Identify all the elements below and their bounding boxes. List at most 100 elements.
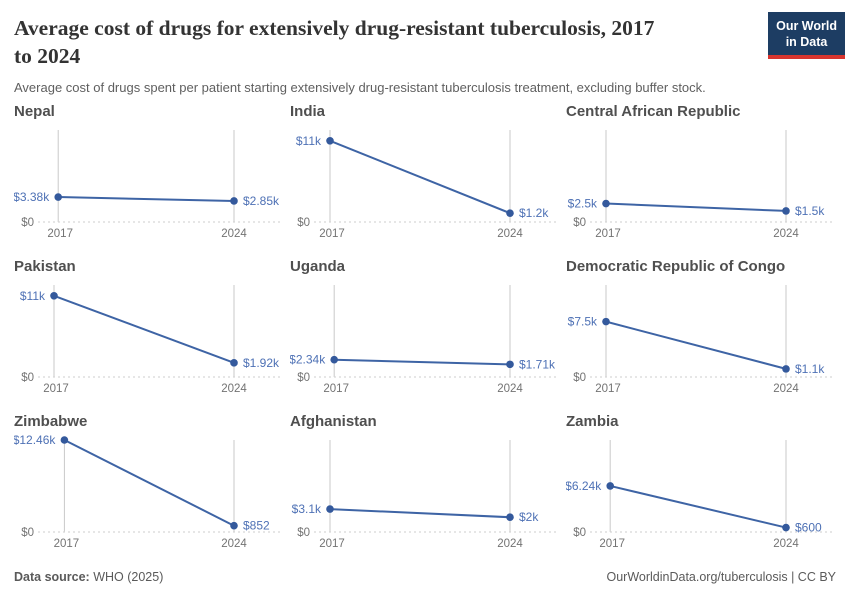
x-tick-2024: 2024 [773, 383, 799, 395]
trend-line [63, 438, 235, 527]
data-source-value: WHO (2025) [89, 570, 164, 584]
trend-line [334, 358, 511, 366]
trend-line [58, 195, 235, 202]
facet-central-african-republic: Central African Republic $0 2017 2024 $2.5k $… [566, 103, 836, 249]
facet-chart: $0 2017 2024 $7.5k $1.1k [568, 284, 832, 395]
facet-title: Central African Republic [566, 102, 741, 120]
facet-title: India [290, 102, 326, 120]
owid-logo[interactable]: Our World in Data [768, 12, 845, 59]
facet-chart: $0 2017 2024 $12.46k $852 [13, 433, 280, 550]
page-title-line2: to 2024 [14, 43, 81, 68]
footer-citation-link[interactable]: OurWorldinData.org/tuberculosis | CC BY [606, 570, 837, 584]
value-label-2024: $1.1k [795, 362, 825, 376]
facet-chart: $0 2017 2024 $3.38k $2.85k [13, 129, 280, 240]
owid-logo-line1: Our World [776, 19, 837, 33]
value-label-2017: $3.1k [292, 502, 322, 516]
header: Average cost of drugs for extensively dr… [0, 0, 850, 95]
x-tick-2017: 2017 [54, 538, 80, 550]
facet-title: Afghanistan [290, 412, 377, 430]
data-point-2024 [782, 523, 790, 532]
value-label-2024: $2.85k [243, 194, 280, 208]
y-zero-label: $0 [297, 527, 310, 539]
trend-line [329, 507, 511, 519]
value-label-2017: $11k [20, 289, 46, 303]
data-point-2024 [230, 197, 238, 205]
facet-title: Zambia [566, 412, 619, 430]
facet-zimbabwe: Zimbabwe $0 2017 2024 $12.46k $852 [13, 412, 284, 559]
x-tick-2024: 2024 [773, 538, 799, 550]
x-tick-2024: 2024 [497, 383, 523, 395]
facet-zambia: Zambia $0 2017 2024 $6.24k $600 [565, 412, 836, 559]
data-point-2017 [602, 317, 610, 326]
owid-logo-line2: in Data [785, 35, 828, 50]
x-tick-2017: 2017 [47, 228, 73, 240]
trend-line [605, 320, 787, 370]
data-source-label: Data source: [14, 570, 90, 584]
value-label-2017: $6.24k [566, 479, 602, 493]
footer: Data source: WHO (2025) OurWorldinData.o… [0, 570, 850, 600]
x-tick-2024: 2024 [773, 228, 799, 240]
y-zero-label: $0 [21, 372, 34, 384]
data-point-2017 [326, 136, 334, 145]
value-label-2024: $600 [795, 520, 822, 534]
data-point-2024 [506, 513, 514, 521]
x-tick-2017: 2017 [43, 383, 69, 395]
data-point-2017 [326, 505, 334, 513]
facet-india: India $0 2017 2024 $11k $1.2k [290, 103, 560, 249]
data-point-2024 [506, 360, 514, 369]
facet-chart: $0 2017 2024 $11k $1.92k [20, 284, 280, 395]
page-subtitle: Average cost of drugs spent per patient … [14, 79, 706, 95]
value-label-2017: $12.46k [14, 433, 56, 447]
facet-nepal: Nepal $0 2017 2024 $3.38k $2.85k [13, 103, 284, 249]
x-tick-2017: 2017 [595, 228, 621, 240]
data-point-2017 [60, 436, 69, 444]
x-tick-2017: 2017 [319, 538, 345, 550]
value-label-2017: $3.38k [14, 190, 50, 204]
facet-title: Democratic Republic of Congo [566, 257, 786, 275]
value-label-2017: $2.5k [568, 196, 598, 210]
y-zero-label: $0 [573, 527, 586, 539]
facet-uganda: Uganda $0 2017 2024 $2.34k $1.71k [289, 257, 560, 404]
y-zero-label: $0 [297, 372, 310, 384]
y-zero-label: $0 [573, 372, 586, 384]
data-point-2024 [506, 209, 514, 217]
facet-grid: Nepal $0 2017 2024 $3.38k $2.85k India $0 2017 20… [0, 103, 850, 559]
data-point-2024 [782, 206, 790, 215]
facet-chart: $0 2017 2024 $3.1k $2k [292, 439, 556, 550]
x-tick-2017: 2017 [599, 538, 625, 550]
facet-title: Zimbabwe [14, 412, 88, 430]
facet-chart: $0 2017 2024 $6.24k $600 [565, 439, 832, 550]
x-tick-2024: 2024 [221, 228, 247, 240]
x-tick-2024: 2024 [221, 383, 247, 395]
value-label-2024: $1.2k [519, 206, 549, 220]
facet-chart: $0 2017 2024 $2.5k $1.5k [568, 129, 832, 240]
value-label-2024: $2k [519, 510, 539, 524]
data-point-2024 [782, 364, 790, 373]
x-tick-2017: 2017 [323, 383, 349, 395]
data-point-2017 [602, 199, 610, 208]
data-point-2017 [606, 482, 614, 490]
facet-afghanistan: Afghanistan $0 2017 2024 $3.1k $2k [290, 413, 560, 559]
data-source: Data source: WHO (2025) [14, 570, 163, 584]
data-point-2017 [50, 291, 58, 300]
trend-line [329, 139, 511, 214]
y-zero-label: $0 [21, 527, 34, 539]
value-label-2024: $1.71k [519, 357, 556, 371]
value-label-2017: $2.34k [290, 353, 326, 367]
x-tick-2024: 2024 [497, 228, 523, 240]
page-title-line1: Average cost of drugs for extensively dr… [14, 16, 655, 40]
page-title: Average cost of drugs for extensively dr… [14, 15, 764, 71]
trend-line [605, 202, 787, 212]
x-tick-2024: 2024 [221, 538, 247, 550]
data-point-2017 [54, 193, 62, 201]
data-point-2024 [230, 521, 238, 530]
x-tick-2017: 2017 [595, 383, 621, 395]
y-zero-label: $0 [21, 217, 34, 229]
facet-chart: $0 2017 2024 $11k $1.2k [296, 129, 556, 240]
y-zero-label: $0 [573, 217, 586, 229]
facet-democratic-republic-of-congo: Democratic Republic of Congo $0 2017 2024 $7… [566, 258, 836, 404]
data-point-2017 [330, 355, 338, 364]
facet-chart: $0 2017 2024 $2.34k $1.71k [289, 284, 556, 395]
facet-title: Uganda [290, 257, 346, 275]
